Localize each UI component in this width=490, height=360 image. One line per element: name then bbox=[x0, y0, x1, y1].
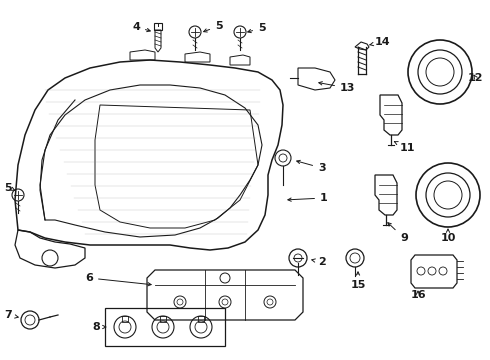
Text: 3: 3 bbox=[297, 160, 326, 173]
Text: 7: 7 bbox=[4, 310, 18, 320]
Text: 5: 5 bbox=[248, 23, 266, 33]
Text: 13: 13 bbox=[319, 82, 355, 93]
Text: 5: 5 bbox=[4, 183, 12, 193]
Bar bbox=[105, 308, 225, 346]
Text: 5: 5 bbox=[204, 21, 222, 32]
Text: 9: 9 bbox=[388, 223, 408, 243]
Bar bbox=[154, 23, 162, 30]
Text: 10: 10 bbox=[441, 229, 456, 243]
Text: 1: 1 bbox=[288, 193, 328, 203]
Text: 6: 6 bbox=[85, 273, 151, 286]
Text: 8: 8 bbox=[92, 322, 100, 332]
Text: 2: 2 bbox=[312, 257, 326, 267]
Text: 11: 11 bbox=[394, 141, 416, 153]
Text: 4: 4 bbox=[132, 22, 150, 32]
Text: 14: 14 bbox=[369, 37, 391, 47]
Text: 15: 15 bbox=[350, 272, 366, 290]
Text: 16: 16 bbox=[410, 290, 426, 300]
Text: 12: 12 bbox=[468, 73, 484, 83]
